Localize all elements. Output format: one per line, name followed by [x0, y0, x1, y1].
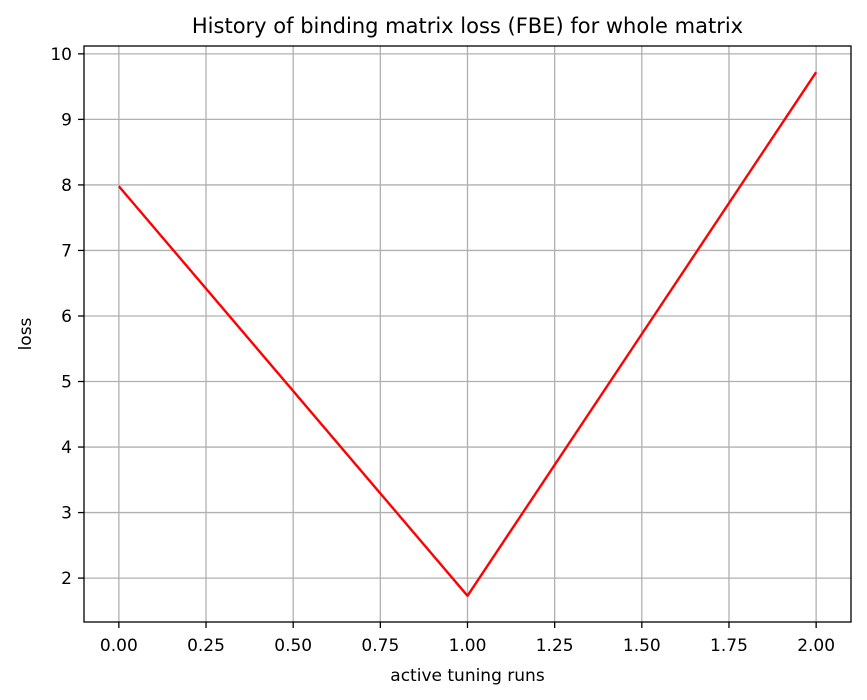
- y-tick-label: 5: [61, 373, 72, 393]
- tick-layer: 0.00 0.25 0.50 0.75 1.00 1.25 1.50 1.75 2.00 2 3 4 5…: [50, 45, 835, 656]
- x-tick-label: 1.50: [623, 636, 661, 656]
- series-line: [117, 71, 818, 597]
- x-tick-label: 1.75: [710, 636, 748, 656]
- x-tick-label: 0.25: [187, 636, 225, 656]
- series-layer: [117, 71, 818, 597]
- x-axis-label: active tuning runs: [390, 666, 545, 686]
- chart-title: History of binding matrix loss (FBE) for…: [192, 14, 743, 38]
- y-tick-label: 9: [61, 110, 72, 130]
- x-tick-label: 2.00: [797, 636, 835, 656]
- y-tick-label: 10: [50, 45, 72, 65]
- x-tick-label: 0.50: [274, 636, 312, 656]
- x-tick-label: 1.00: [449, 636, 487, 656]
- y-tick-label: 3: [61, 504, 72, 524]
- x-tick-label: 0.75: [361, 636, 399, 656]
- y-tick-label: 6: [61, 307, 72, 327]
- x-tick-label: 1.25: [536, 636, 574, 656]
- y-axis-label: loss: [16, 317, 36, 350]
- grid-layer: [84, 46, 851, 622]
- y-tick-label: 7: [61, 241, 72, 261]
- x-tick-label: 0.00: [100, 636, 138, 656]
- y-tick-label: 4: [61, 438, 72, 458]
- y-tick-label: 8: [61, 176, 72, 196]
- y-tick-label: 2: [61, 569, 72, 589]
